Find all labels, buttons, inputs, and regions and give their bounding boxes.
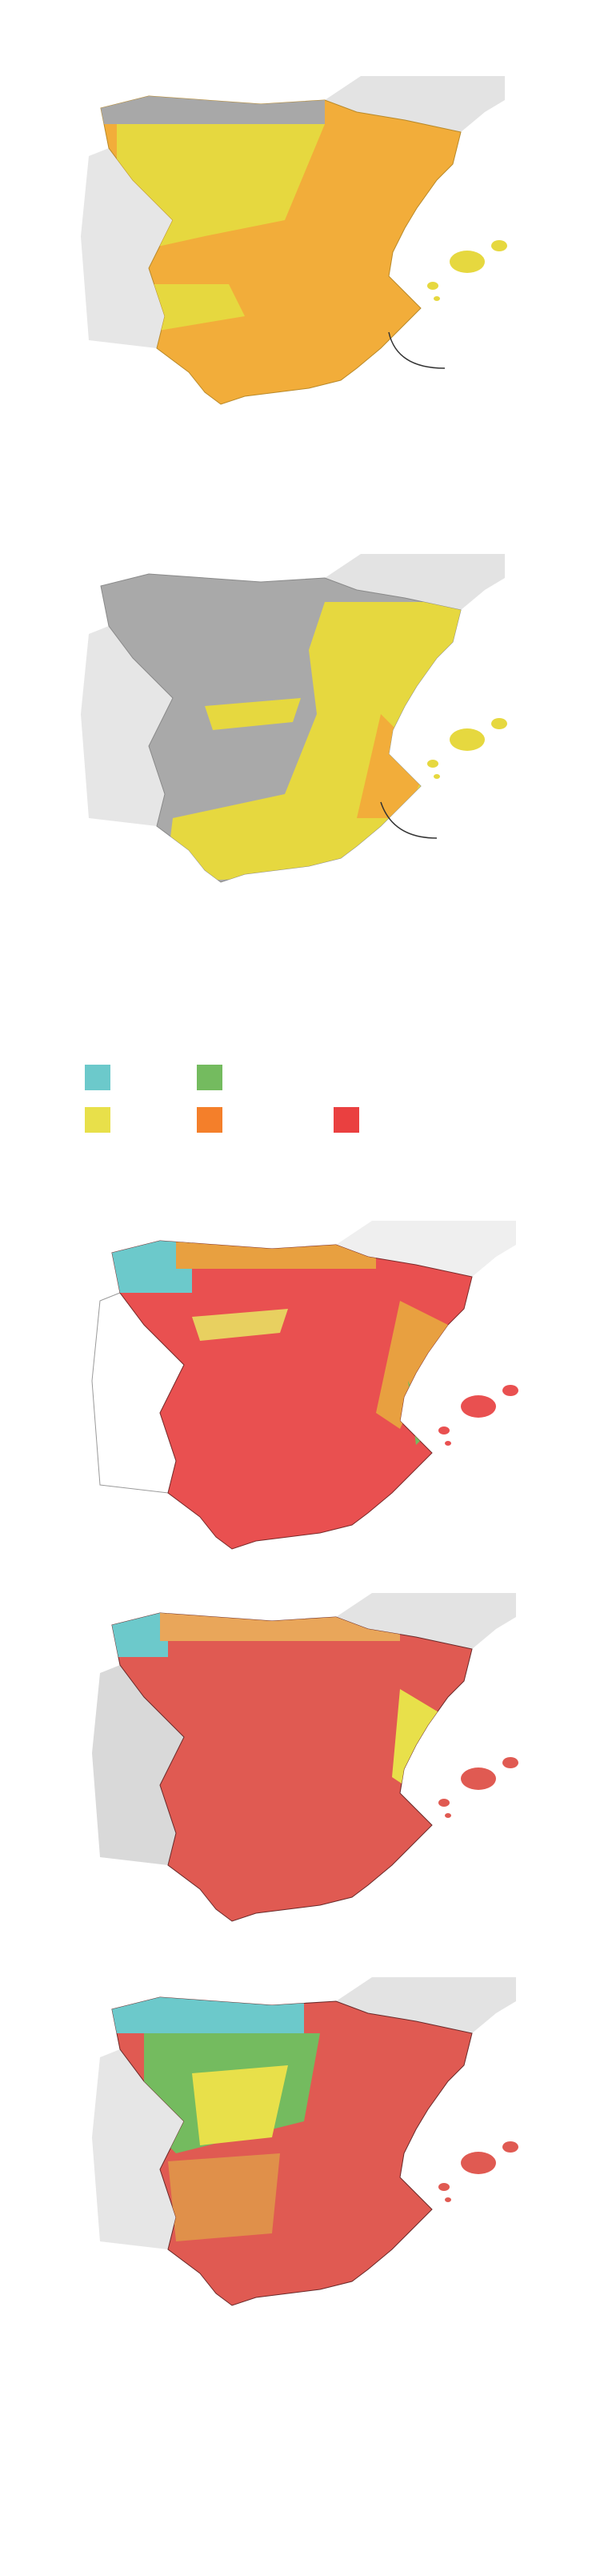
map-4	[92, 1593, 518, 1922]
legend-swatch	[334, 1107, 359, 1133]
legend-swatch	[85, 1107, 110, 1133]
legend	[85, 1065, 359, 1133]
map-3	[91, 1221, 518, 1550]
legend-swatch	[197, 1107, 222, 1133]
map-2	[81, 554, 507, 883]
map-5	[92, 1977, 518, 2306]
legend-swatch	[85, 1065, 110, 1090]
map-1	[81, 76, 507, 405]
legend-swatch	[197, 1065, 222, 1090]
